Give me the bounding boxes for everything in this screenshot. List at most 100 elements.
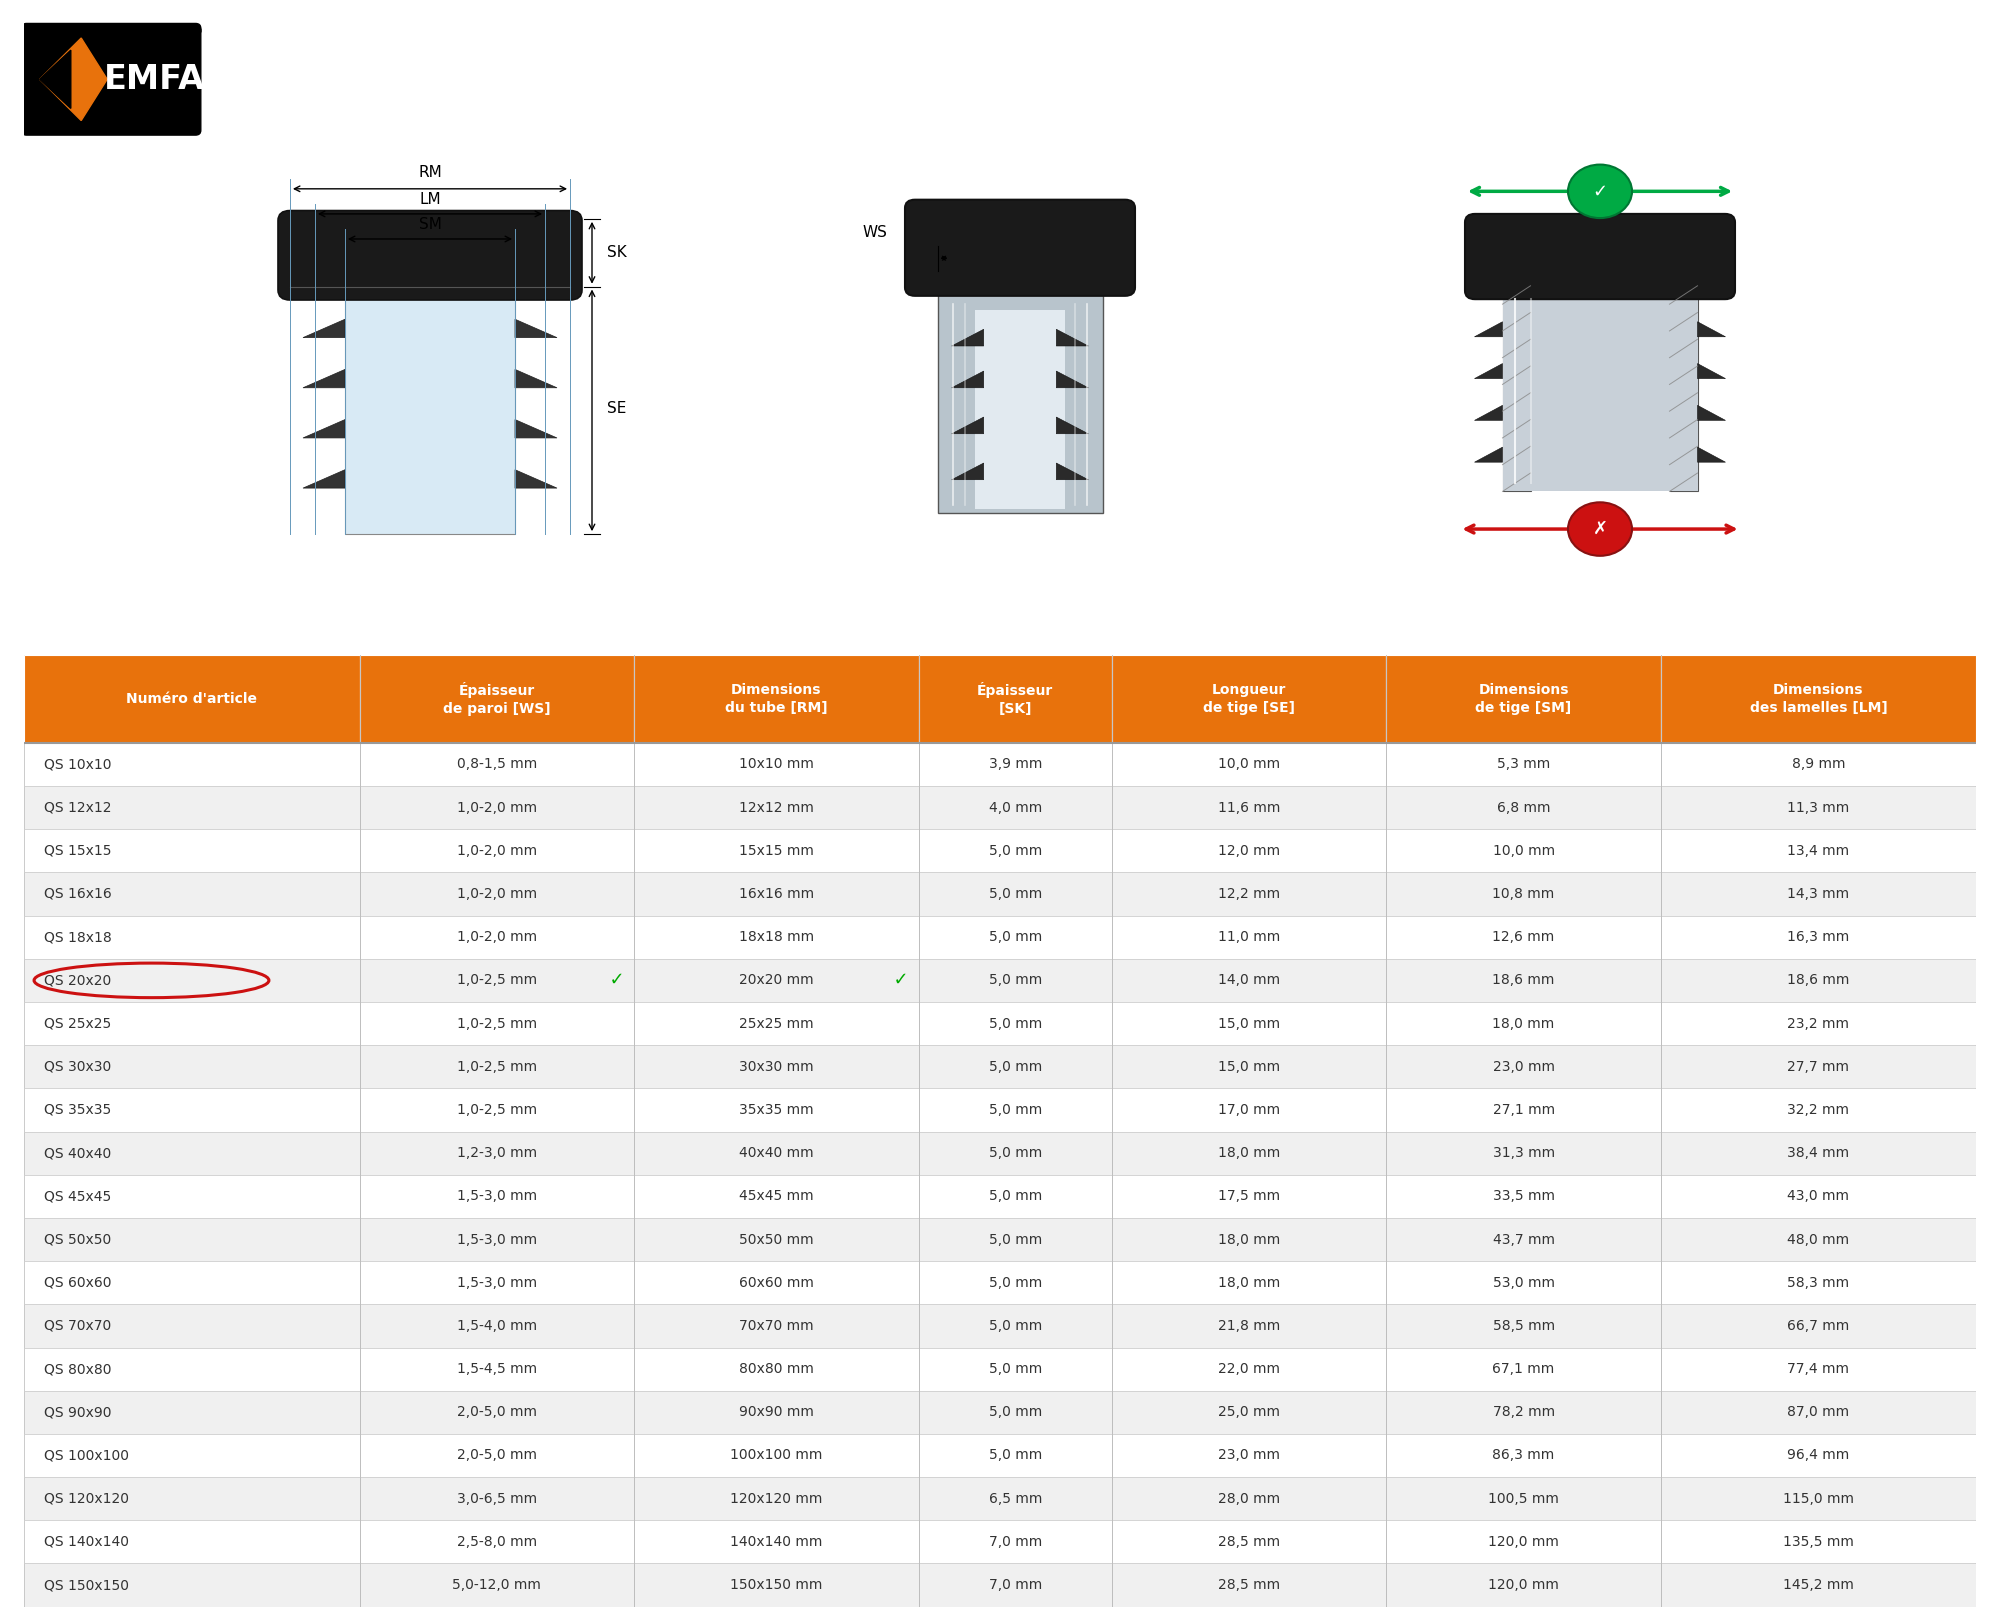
Bar [634,1175,918,1218]
Bar [634,1521,918,1563]
Text: 2,0-5,0 mm: 2,0-5,0 mm [456,1406,536,1419]
Polygon shape [516,419,556,438]
Text: 8,9 mm: 8,9 mm [1792,757,1846,772]
Text: 6,8 mm: 6,8 mm [1496,801,1550,814]
Text: 100,5 mm: 100,5 mm [1488,1492,1560,1506]
Bar [1386,1477,1660,1521]
Bar [974,311,1066,510]
Text: 18,6 mm: 18,6 mm [1492,974,1554,987]
Bar [360,1175,634,1218]
Polygon shape [1056,463,1088,481]
Bar [1386,1218,1660,1260]
Text: 18,6 mm: 18,6 mm [1788,974,1850,987]
Text: 13,4 mm: 13,4 mm [1788,845,1850,858]
Bar [634,1348,918,1391]
Bar [1112,1260,1386,1304]
Bar [360,959,634,1002]
Bar [634,1131,918,1175]
Text: 20x20 mm: 20x20 mm [740,974,814,987]
Text: Longueur
de tige [SE]: Longueur de tige [SE] [1204,683,1296,715]
Bar [360,1089,634,1131]
Bar [1386,872,1660,916]
Polygon shape [952,417,984,434]
Bar [634,743,918,786]
Text: 5,0 mm: 5,0 mm [988,1233,1042,1246]
Bar [360,1260,634,1304]
Bar [1112,1089,1386,1131]
Text: 45x45 mm: 45x45 mm [740,1189,814,1204]
Bar [918,1391,1112,1434]
Bar [1660,1304,1976,1348]
Bar [1112,916,1386,959]
Bar [360,1218,634,1260]
Bar [634,1563,918,1607]
Bar [1670,283,1698,492]
Bar [634,1260,918,1304]
Text: 1,5-4,0 mm: 1,5-4,0 mm [456,1319,536,1333]
Text: 33,5 mm: 33,5 mm [1492,1189,1554,1204]
Bar [360,1391,634,1434]
Bar [360,1521,634,1563]
Text: QS 60x60: QS 60x60 [44,1275,112,1290]
Bar [1660,743,1976,786]
Text: 3,0-6,5 mm: 3,0-6,5 mm [456,1492,536,1506]
Text: QS 18x18: QS 18x18 [44,930,112,945]
Text: QS 35x35: QS 35x35 [44,1103,110,1116]
Bar [24,655,360,743]
Text: 5,3 mm: 5,3 mm [1496,757,1550,772]
Polygon shape [516,319,556,338]
Text: 1,0-2,0 mm: 1,0-2,0 mm [456,801,536,814]
Bar [1386,1002,1660,1045]
Bar [634,1434,918,1477]
Text: 5,0 mm: 5,0 mm [988,930,1042,945]
Bar [1112,959,1386,1002]
Text: 5,0 mm: 5,0 mm [988,1146,1042,1160]
Text: 150x150 mm: 150x150 mm [730,1578,822,1592]
Text: 70x70 mm: 70x70 mm [740,1319,814,1333]
Text: 0,8-1,5 mm: 0,8-1,5 mm [456,757,536,772]
Text: EMFA: EMFA [104,63,204,95]
Polygon shape [304,319,346,338]
Bar [24,1175,360,1218]
Bar [634,1218,918,1260]
Bar [634,1002,918,1045]
Polygon shape [1698,406,1726,421]
Bar [918,1563,1112,1607]
Bar [24,1434,360,1477]
Polygon shape [1474,364,1502,379]
Bar [918,1521,1112,1563]
Text: 1,5-3,0 mm: 1,5-3,0 mm [456,1275,536,1290]
Text: 16x16 mm: 16x16 mm [738,887,814,901]
Text: 23,0 mm: 23,0 mm [1492,1060,1554,1074]
Bar [360,1563,634,1607]
Bar [1112,655,1386,743]
Bar [360,916,634,959]
Text: 1,2-3,0 mm: 1,2-3,0 mm [456,1146,536,1160]
Bar [918,1045,1112,1089]
Text: 17,0 mm: 17,0 mm [1218,1103,1280,1116]
Text: 10,8 mm: 10,8 mm [1492,887,1554,901]
Text: SE: SE [606,401,626,416]
Text: 5,0 mm: 5,0 mm [988,974,1042,987]
Text: Numéro d'article: Numéro d'article [126,693,258,705]
Text: 1,5-3,0 mm: 1,5-3,0 mm [456,1189,536,1204]
Text: Épaisseur
de paroi [WS]: Épaisseur de paroi [WS] [442,683,550,715]
Bar [24,872,360,916]
Polygon shape [304,469,346,489]
Polygon shape [1698,364,1726,379]
Bar [1386,1563,1660,1607]
Text: 10x10 mm: 10x10 mm [738,757,814,772]
Text: 6,5 mm: 6,5 mm [988,1492,1042,1506]
Text: 28,0 mm: 28,0 mm [1218,1492,1280,1506]
Text: 120x120 mm: 120x120 mm [730,1492,822,1506]
Text: 35x35 mm: 35x35 mm [740,1103,814,1116]
FancyBboxPatch shape [278,210,582,299]
Circle shape [1568,502,1632,557]
Bar [1386,1175,1660,1218]
Text: 15x15 mm: 15x15 mm [738,845,814,858]
Text: 15,0 mm: 15,0 mm [1218,1060,1280,1074]
Bar [918,1218,1112,1260]
Text: 120,0 mm: 120,0 mm [1488,1578,1560,1592]
Text: 66,7 mm: 66,7 mm [1788,1319,1850,1333]
Bar [24,1131,360,1175]
